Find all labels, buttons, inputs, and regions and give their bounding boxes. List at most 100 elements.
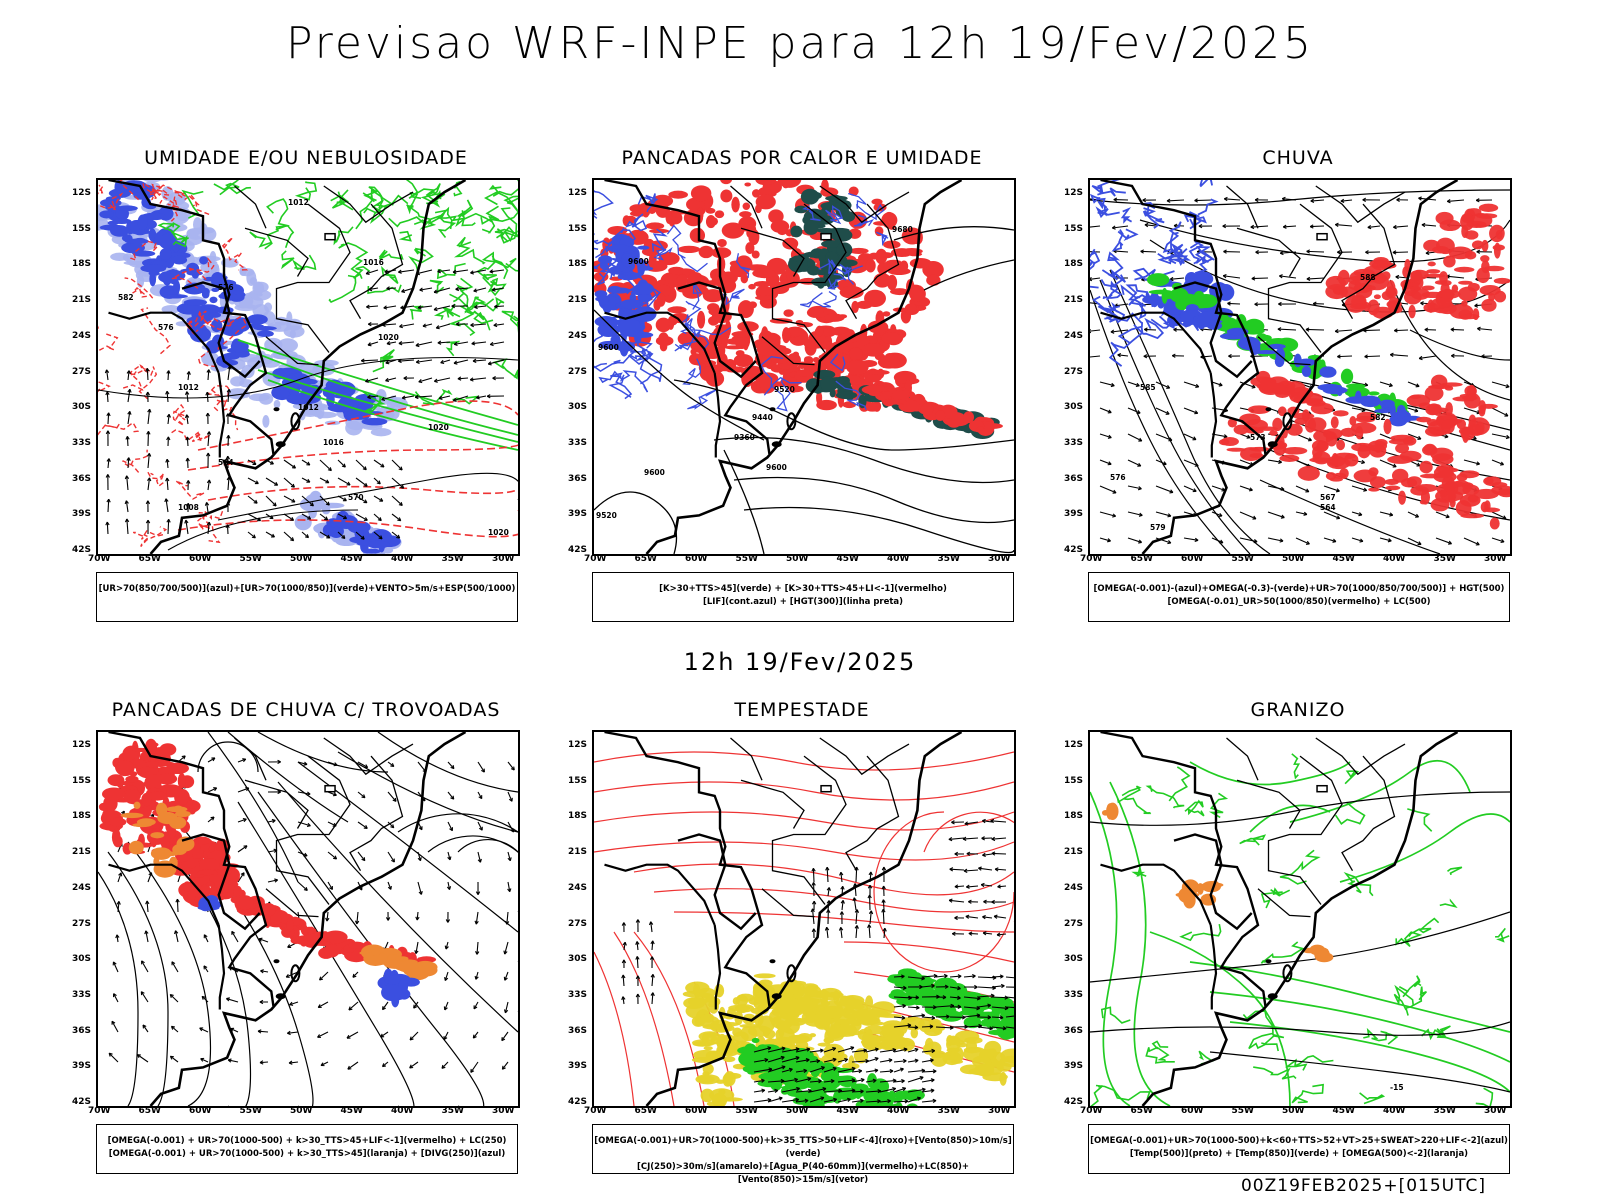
contour-label: 579: [1150, 523, 1166, 532]
contour-label: 1008: [178, 503, 199, 512]
latitude-tick-label: 24S: [568, 330, 588, 341]
latitude-tick-label: 18S: [72, 811, 92, 822]
latitude-tick-label: 12S: [568, 188, 588, 198]
longitude-tick-label: 60W: [189, 554, 212, 564]
latitude-tick-label: 21S: [72, 847, 92, 858]
panel-title: PANCADAS DE CHUVA C/ TROVOADAS: [111, 699, 501, 721]
latitude-tick-label: 15S: [72, 223, 92, 234]
panel-title: CHUVA: [1262, 147, 1334, 169]
longitude-tick-label: 45W: [1332, 554, 1355, 564]
latitude-tick-label: 33S: [1064, 989, 1084, 1000]
longitude-tick-label: 60W: [685, 1106, 708, 1116]
panel-title: TEMPESTADE: [734, 699, 870, 721]
latitude-tick-label: 42S: [72, 1097, 92, 1107]
longitude-tick-label: 35W: [1433, 554, 1456, 564]
latitude-tick-label: 27S: [72, 918, 92, 929]
contour-label: 573: [1250, 433, 1266, 442]
latitude-tick-label: 18S: [568, 811, 588, 822]
latitude-tick-label: 42S: [568, 1097, 588, 1107]
contour-label: 9600: [628, 257, 649, 266]
longitude-tick-label: 55W: [239, 554, 262, 564]
longitude-tick-label: 70W: [1080, 554, 1103, 564]
latitude-tick-label: 33S: [72, 989, 92, 1000]
contour-label: 1012: [288, 198, 309, 207]
contour-label: 9520: [596, 511, 617, 520]
contour-label: 576: [1110, 473, 1126, 482]
latitude-tick-label: 30S: [72, 402, 92, 413]
footer-run-id: 00Z19FEB2025+[015UTC]: [1240, 1176, 1486, 1196]
longitude-tick-label: 45W: [1332, 1106, 1355, 1116]
latitude-tick-label: 15S: [72, 775, 92, 786]
contour-label: 1012: [178, 383, 199, 392]
contour-label: 588: [1360, 273, 1376, 282]
latitude-tick-label: 30S: [568, 402, 588, 413]
map-panel: [592, 730, 1016, 1108]
map-panel: 588 582 579 576 573 567 564 585: [1088, 178, 1512, 556]
contour-label: 1020: [488, 528, 509, 537]
contour-label: 9520: [774, 385, 795, 394]
latitude-tick-label: 39S: [568, 509, 588, 520]
longitude-tick-label: 60W: [1181, 1106, 1204, 1116]
weather-map: [594, 732, 1014, 1106]
weather-map: [98, 732, 518, 1106]
contour-label: 564: [1320, 503, 1336, 512]
latitude-tick-label: 33S: [72, 437, 92, 448]
longitude-tick-label: 30W: [988, 554, 1011, 564]
latitude-tick-label: 21S: [568, 295, 588, 306]
longitude-tick-label: 35W: [1433, 1106, 1456, 1116]
contour-label: 9600: [644, 468, 665, 477]
contour-label: 9600: [598, 343, 619, 352]
longitude-tick-label: 60W: [1181, 554, 1204, 564]
panel-title: PANCADAS POR CALOR E UMIDADE: [621, 147, 983, 169]
latitude-tick-label: 39S: [72, 509, 92, 520]
latitude-tick-label: 27S: [568, 918, 588, 929]
latitude-tick-label: 30S: [72, 954, 92, 965]
latitude-tick-label: 36S: [72, 1025, 92, 1036]
contour-label: 582: [1370, 413, 1386, 422]
latitude-tick-label: 12S: [72, 188, 92, 198]
latitude-tick-label: 24S: [72, 882, 92, 893]
longitude-tick-label: 55W: [239, 1106, 262, 1116]
longitude-tick-label: 60W: [189, 1106, 212, 1116]
latitude-tick-label: 30S: [1064, 954, 1084, 965]
map-panel: 9680 9600 9600 9520 9440 9360 9600 9520 9600: [592, 178, 1016, 556]
latitude-tick-label: 21S: [1064, 295, 1084, 306]
longitude-tick-label: 45W: [836, 554, 859, 564]
contour-label: 570: [348, 493, 364, 502]
longitude-tick-label: 65W: [634, 1106, 657, 1116]
contour-label: 585: [1140, 383, 1156, 392]
panel-title: UMIDADE E/OU NEBULOSIDADE: [144, 147, 468, 169]
legend-line: [OMEGA(-0.001) + UR>70(1000-500) + k>30_…: [108, 1149, 506, 1159]
map-panel: [96, 730, 520, 1108]
latitude-tick-label: 36S: [1064, 1025, 1084, 1036]
mid-title: 12h 19/Fev/2025: [683, 648, 917, 676]
legend-line: [OMEGA(-0.01)_UR>50(1000/850)(vermelho) …: [1167, 597, 1431, 607]
legend-line: [CJ(250)>30m/s](amarelo)+[Agua_P(40-60mm…: [636, 1162, 970, 1185]
longitude-tick-label: 55W: [735, 554, 758, 564]
longitude-tick-label: 70W: [1080, 1106, 1103, 1116]
latitude-tick-label: 33S: [568, 437, 588, 448]
contour-label: 567: [1320, 493, 1336, 502]
latitude-tick-label: 27S: [1064, 366, 1084, 377]
legend-box: [OMEGA(-0.001) + UR>70(1000-500) + k>30_…: [96, 1124, 518, 1174]
latitude-tick-label: 21S: [568, 847, 588, 858]
weather-map: -15: [1090, 732, 1510, 1106]
main-title: Previsao WRF-INPE para 12h 19/Fev/2025: [286, 18, 1314, 69]
contour-label: 9360: [734, 433, 755, 442]
latitude-tick-label: 12S: [1064, 740, 1084, 750]
longitude-tick-label: 70W: [88, 554, 111, 564]
contour-label: 1020: [378, 333, 399, 342]
legend-box: [OMEGA(-0.001)-(azul)+OMEGA(-0.3)-(verde…: [1088, 572, 1510, 622]
longitude-tick-label: 65W: [1130, 1106, 1153, 1116]
latitude-tick-label: 15S: [568, 775, 588, 786]
longitude-tick-label: 70W: [584, 554, 607, 564]
legend-line: [K>30+TTS>45](verde) + [K>30+TTS>45+LI<-…: [659, 584, 947, 594]
weather-map: 9680 9600 9600 9520 9440 9360 9600 9520 9600: [594, 180, 1014, 554]
longitude-tick-label: 45W: [340, 1106, 363, 1116]
contour-label: 564: [218, 458, 234, 467]
latitude-tick-label: 42S: [72, 545, 92, 555]
contour-label: 1016: [363, 258, 384, 267]
contour-label: -15: [1390, 1083, 1404, 1092]
latitude-tick-label: 36S: [568, 473, 588, 484]
